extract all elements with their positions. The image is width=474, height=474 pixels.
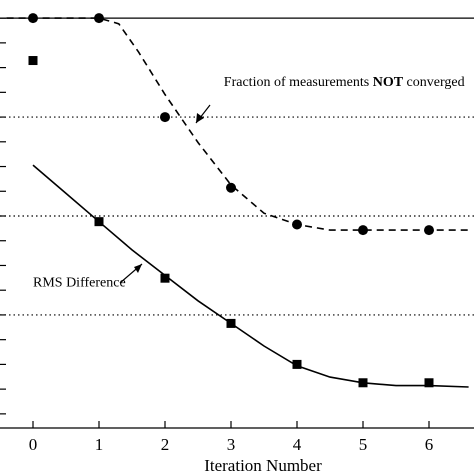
- series-1-point-6: [424, 378, 434, 388]
- x-tick-label-3: 3: [227, 435, 236, 454]
- series-0-point-1: [94, 13, 104, 24]
- series-1-point-5: [358, 378, 368, 388]
- x-tick-label-4: 4: [293, 435, 302, 454]
- series-0-point-5: [358, 225, 368, 236]
- x-tick-label-5: 5: [359, 435, 368, 454]
- x-tick-label-6: 6: [425, 435, 434, 454]
- annotation-fraction-part-2: NOT: [373, 75, 404, 90]
- annotation-fraction-part-3: converged: [403, 75, 465, 90]
- y-ticks: [0, 17, 6, 415]
- annotation-rms-arrowhead: [134, 264, 142, 273]
- series-1-line: [32, 164, 469, 388]
- series-group: [6, 13, 469, 388]
- x-ticks: 0 1 2 3 4 5 6: [29, 421, 434, 454]
- series-0-point-6: [424, 225, 434, 236]
- annotation-fraction-arrowhead: [196, 113, 204, 123]
- series-1-point-2: [160, 273, 170, 283]
- series-1-point-1: [94, 217, 104, 227]
- series-0-point-4: [292, 219, 302, 230]
- annotation-fraction: Fraction of measurements NOT converged: [224, 75, 465, 90]
- series-1-point-3: [226, 318, 236, 328]
- x-axis-title: Iteration Number: [204, 456, 322, 474]
- series-0-point-0: [28, 13, 38, 24]
- series-1-point-0: [28, 56, 38, 66]
- x-tick-label-0: 0: [29, 435, 38, 454]
- annotation-rms: RMS Difference: [33, 276, 126, 291]
- series-1-point-4: [292, 359, 302, 369]
- x-tick-label-2: 2: [161, 435, 170, 454]
- annotation-fraction-part-1: Fraction of measurements: [224, 75, 373, 90]
- annotations: Fraction of measurements NOT converged R…: [33, 75, 465, 291]
- series-0-point-2: [160, 112, 170, 123]
- x-tick-label-1: 1: [95, 435, 104, 454]
- series-0-line: [6, 17, 469, 231]
- series-0-point-3: [226, 182, 236, 193]
